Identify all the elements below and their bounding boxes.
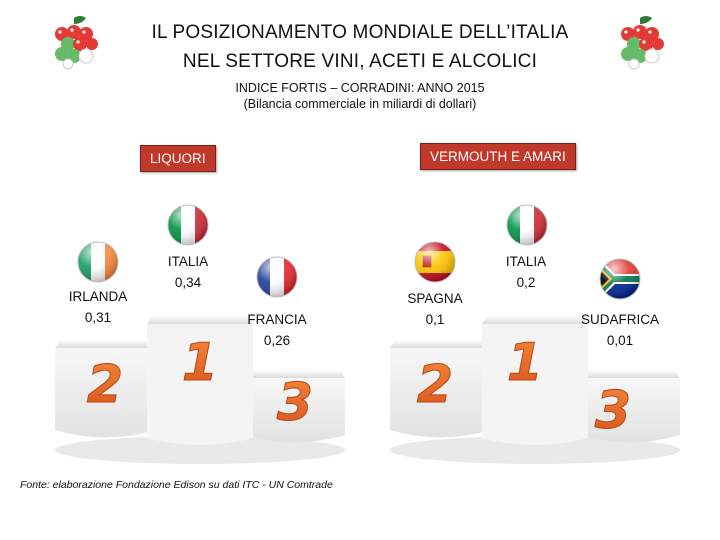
rank-1-number: 1 — [182, 333, 218, 393]
title-line-1: IL POSIZIONAMENTO MONDIALE DELL’ITALIA — [151, 22, 569, 43]
country-name: ITALIA — [167, 254, 209, 269]
label-rank-1-vermouth: ITALIA 0,2 — [471, 251, 581, 293]
country-name: FRANCIA — [247, 312, 307, 327]
italy-flag-icon — [167, 204, 209, 246]
tag-vermouth-amari: VERMOUTH E AMARI — [420, 143, 576, 170]
label-rank-2-vermouth: SPAGNA 0,1 — [380, 288, 490, 330]
country-value: 0,26 — [263, 333, 291, 348]
title-line-2: NEL SETTORE VINI, ACETI E ALCOLICI — [182, 51, 538, 72]
rank-3-number: 3 — [595, 381, 631, 441]
podium-step-1 — [482, 324, 588, 445]
label-rank-1-liquori: ITALIA 0,34 — [133, 251, 243, 293]
country-name: SPAGNA — [407, 291, 463, 306]
grapes-icon — [620, 15, 665, 70]
podium-step-3-top — [580, 370, 680, 378]
subtitle: INDICE FORTIS – CORRADINI: ANNO 2015 — [235, 81, 485, 95]
label-rank-3-vermouth: SUDAFRICA 0,01 — [565, 309, 675, 351]
rank-1-number: 1 — [507, 333, 543, 393]
italy-flag-icon — [506, 204, 548, 246]
country-name: ITALIA — [505, 254, 547, 269]
rank-2-number: 2 — [87, 355, 123, 415]
podium-step-1-top — [147, 315, 253, 324]
podium-liquori: 1 2 3 — [55, 315, 345, 464]
podium-step-3 — [245, 378, 345, 443]
podium-step-3-top — [245, 370, 345, 378]
grapes-icon — [54, 15, 99, 70]
rank-3-number: 3 — [277, 373, 313, 433]
tag-liquori: LIQUORI — [140, 145, 216, 172]
country-value: 0,34 — [174, 275, 202, 290]
country-value: 0,01 — [606, 333, 634, 348]
south-africa-flag-icon — [599, 258, 641, 300]
country-name: IRLANDA — [68, 289, 128, 304]
page-title: IL POSIZIONAMENTO MONDIALE DELL’ITALIA N… — [110, 18, 610, 76]
label-rank-2-liquori: IRLANDA 0,31 — [43, 286, 153, 328]
podium-step-2-top — [390, 340, 490, 348]
country-value: 0,31 — [84, 310, 112, 325]
podium-step-2 — [55, 348, 155, 438]
country-name: SUDAFRICA — [580, 312, 659, 327]
country-value: 0,1 — [425, 312, 445, 327]
podium-step-1-top — [482, 315, 588, 324]
spain-flag-icon — [414, 241, 456, 283]
podium-step-2 — [390, 348, 490, 438]
source-note: Fonte: elaborazione Fondazione Edison su… — [20, 479, 333, 491]
rank-2-number: 2 — [417, 355, 453, 415]
ireland-flag-icon — [77, 241, 119, 283]
podium-step-1 — [147, 324, 253, 445]
podium-step-3 — [580, 378, 680, 443]
podium-vermouth-amari: 1 2 3 — [390, 315, 680, 464]
unit-note: (Bilancia commerciale in miliardi di dol… — [243, 97, 477, 111]
podium-step-2-top — [55, 340, 155, 348]
label-rank-3-liquori: FRANCIA 0,26 — [222, 309, 332, 351]
country-value: 0,2 — [516, 275, 536, 290]
france-flag-icon — [256, 256, 298, 298]
